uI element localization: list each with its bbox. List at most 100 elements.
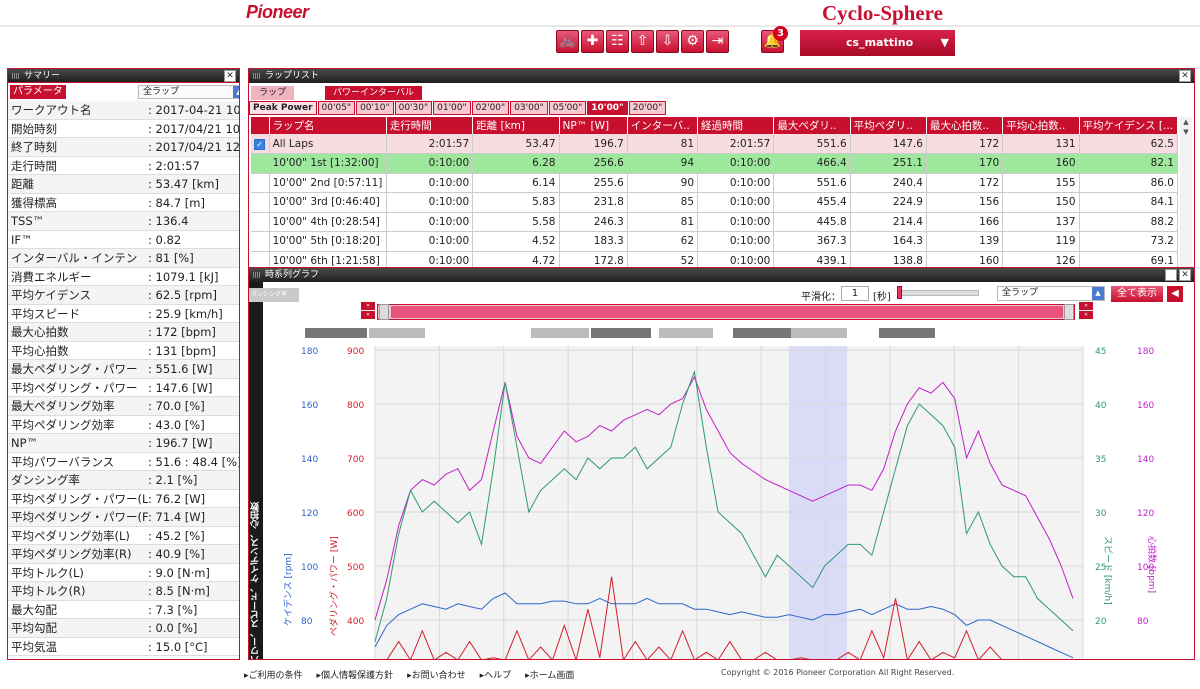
- table-row[interactable]: ✓ All Laps 2:01:57 53.47 196.7 81 2:01:57 551.6…: [251, 134, 1178, 154]
- close-icon[interactable]: ✕: [1179, 70, 1191, 82]
- table-row[interactable]: 10'00" 1st [1:32:00] 0:10:00 6.28 256.6 94 0:…: [251, 154, 1178, 174]
- summary-row-value: : 40.9 [%]: [148, 545, 239, 563]
- footer-link[interactable]: ▸お問い合わせ: [407, 668, 466, 681]
- range-expand-right-icon[interactable]: »: [1079, 302, 1093, 310]
- gear-icon[interactable]: ⚙: [681, 30, 704, 53]
- peak-power-option[interactable]: 01'00": [433, 101, 471, 115]
- table-row[interactable]: 10'00" 4th [0:28:54] 0:10:00 5.58 246.3 81 0:…: [251, 212, 1178, 232]
- plus-icon[interactable]: ✚: [581, 30, 604, 53]
- peak-power-option[interactable]: 10'00": [587, 101, 628, 115]
- grip-icon[interactable]: [253, 272, 261, 278]
- tab-power-interval[interactable]: パワーインターバル: [325, 86, 422, 100]
- footer-link[interactable]: ▸ご利用の条件: [244, 668, 303, 681]
- lap-marker[interactable]: [733, 328, 791, 338]
- footer-link[interactable]: ▸ヘルプ: [480, 668, 512, 681]
- tab-lap[interactable]: ラップ: [251, 86, 294, 100]
- bike-icon[interactable]: 🚲: [556, 30, 579, 53]
- grip-icon[interactable]: [12, 73, 20, 79]
- lap-checkbox-cell[interactable]: [251, 154, 269, 174]
- lap-checkbox-cell[interactable]: [251, 212, 269, 232]
- pioneer-logo[interactable]: Pioneer: [246, 2, 309, 23]
- show-all-button[interactable]: 全て表示: [1111, 286, 1163, 302]
- lap-column-header[interactable]: 最大ペダリ..: [774, 117, 850, 134]
- cyclo-sphere-logo[interactable]: Cyclo-Sphere: [822, 1, 943, 26]
- lap-column-header[interactable]: ラップ名: [269, 117, 386, 134]
- user-dropdown[interactable]: cs_mattino ▼: [800, 30, 955, 56]
- maximize-icon[interactable]: [1165, 269, 1177, 281]
- lap-checkbox-cell[interactable]: [251, 232, 269, 252]
- table-row[interactable]: 10'00" 6th [1:21:58] 0:10:00 4.72 172.8 52 0:…: [251, 251, 1178, 268]
- lap-checkbox-cell[interactable]: [251, 193, 269, 213]
- lap-checkbox-cell[interactable]: [251, 173, 269, 193]
- close-icon[interactable]: ✕: [1179, 269, 1191, 281]
- scroll-down-icon[interactable]: ▼: [1180, 127, 1192, 137]
- calendar-icon[interactable]: ☷: [606, 30, 629, 53]
- summary-header[interactable]: サマリー ✕: [8, 69, 239, 83]
- peak-power-option[interactable]: 00'30": [395, 101, 433, 115]
- range-selection[interactable]: [391, 306, 1063, 318]
- lap-marker[interactable]: [791, 328, 847, 338]
- lap-marker[interactable]: [369, 328, 425, 338]
- lap-marker[interactable]: [659, 328, 713, 338]
- lap-column-header[interactable]: 走行時間: [386, 117, 472, 134]
- summary-list: ワークアウト名: 2017-04-21 10 開始時刻: 2017/04/21 1…: [8, 101, 239, 656]
- timeseries-header[interactable]: 時系列グラフ ✕: [249, 268, 1194, 282]
- lap-cell: 4.72: [473, 251, 559, 268]
- dancing-thumbnail[interactable]: ダンシング率: [249, 288, 299, 302]
- lap-column-header[interactable]: NP™ [W]: [559, 117, 627, 134]
- upload-icon[interactable]: ⇧: [631, 30, 654, 53]
- lap-cell: 170: [926, 154, 1002, 174]
- range-expand-left-icon[interactable]: «: [361, 311, 375, 319]
- lap-scrollbar[interactable]: ▲ ▼: [1180, 117, 1192, 267]
- summary-row-label: 平均トルク(R): [8, 582, 148, 600]
- range-expand-right-icon[interactable]: »: [361, 302, 375, 310]
- lap-cell: 53.47: [473, 134, 559, 154]
- lap-marker[interactable]: [591, 328, 651, 338]
- table-row[interactable]: 10'00" 2nd [0:57:11] 0:10:00 6.14 255.6 90 0:…: [251, 173, 1178, 193]
- lap-marker[interactable]: [305, 328, 367, 338]
- peak-power-option[interactable]: 00'10": [356, 101, 394, 115]
- lap-column-header[interactable]: 平均ペダリ..: [850, 117, 926, 134]
- lap-column-header[interactable]: 距離 [km]: [473, 117, 559, 134]
- lap-column-header[interactable]: [251, 117, 269, 134]
- range-handle-right[interactable]: [1064, 304, 1074, 320]
- lap-cell: 2:01:57: [698, 134, 774, 154]
- range-expand-left-icon[interactable]: «: [1079, 311, 1093, 319]
- lap-column-header[interactable]: インターバ..: [627, 117, 697, 134]
- lap-marker[interactable]: [531, 328, 589, 338]
- laplist-header[interactable]: ラップリスト ✕: [249, 69, 1194, 83]
- back-arrow-icon[interactable]: ◀: [1167, 286, 1183, 302]
- summary-lap-select[interactable]: 全ラップ ▲: [138, 85, 240, 99]
- lap-marker[interactable]: [879, 328, 935, 338]
- timeseries-lap-select[interactable]: 全ラップ ▲: [997, 286, 1105, 301]
- selected-lap-band[interactable]: [789, 346, 847, 660]
- lap-column-header[interactable]: 平均心拍数..: [1003, 117, 1079, 134]
- footer-link[interactable]: ▸個人情報保護方針: [317, 668, 394, 681]
- download-icon[interactable]: ⇩: [656, 30, 679, 53]
- footer-link[interactable]: ▸ホーム画面: [525, 668, 574, 681]
- lap-column-header[interactable]: 平均ケイデンス [...: [1079, 117, 1177, 134]
- table-row[interactable]: 10'00" 5th [0:18:20] 0:10:00 4.52 183.3 62 0:…: [251, 232, 1178, 252]
- lap-checkbox-cell[interactable]: ✓: [251, 134, 269, 154]
- lap-column-header[interactable]: 最大心拍数..: [926, 117, 1002, 134]
- peak-power-option[interactable]: 20'00": [629, 101, 667, 115]
- close-icon[interactable]: ✕: [224, 70, 236, 82]
- timeseries-chart[interactable]: 180 900 45 180 160 800 40 160 140 700 35 140 120 600 3…: [263, 326, 1193, 660]
- grip-icon[interactable]: [253, 73, 261, 79]
- smoothing-slider[interactable]: [897, 290, 979, 296]
- range-handle-left[interactable]: [379, 304, 389, 320]
- table-row[interactable]: 10'00" 3rd [0:46:40] 0:10:00 5.83 231.8 85 0:…: [251, 193, 1178, 213]
- lap-column-header[interactable]: 経過時間: [698, 117, 774, 134]
- peak-power-option[interactable]: 03'00": [510, 101, 548, 115]
- logout-icon[interactable]: ⇥: [706, 30, 729, 53]
- smoothing-input[interactable]: 1: [841, 286, 869, 301]
- checkbox-checked-icon[interactable]: ✓: [254, 139, 265, 150]
- summary-row-label: 平均ペダリング効率(L): [8, 527, 148, 545]
- peak-power-option[interactable]: 05'00": [549, 101, 587, 115]
- graph-items-label[interactable]: ダンシング、パワー、スピード、ケイデンス、心拍数: [249, 502, 263, 660]
- peak-power-option[interactable]: 00'05": [318, 101, 356, 115]
- lap-checkbox-cell[interactable]: [251, 251, 269, 268]
- scroll-up-icon[interactable]: ▲: [1180, 117, 1192, 127]
- smoothing-slider-knob[interactable]: [897, 286, 902, 299]
- peak-power-option[interactable]: 02'00": [472, 101, 510, 115]
